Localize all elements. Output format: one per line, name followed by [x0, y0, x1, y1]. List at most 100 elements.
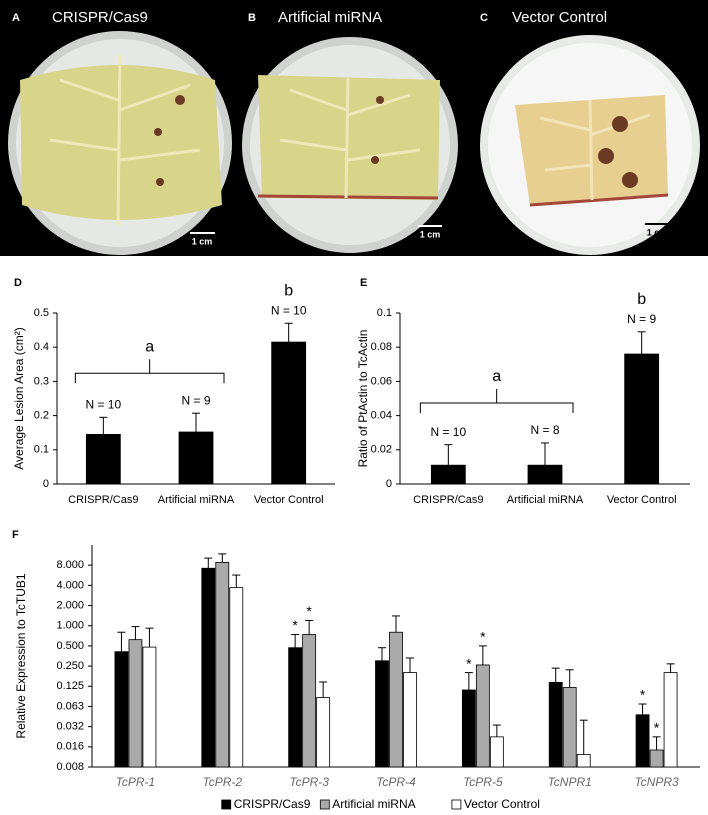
- photo-b: [242, 37, 458, 253]
- y-tick-label: 0: [386, 478, 392, 490]
- group-letter: a: [145, 338, 154, 355]
- vein: [539, 99, 651, 201]
- y-tick-label: 0.063: [56, 700, 84, 712]
- x-tick-label: CRISPR/Cas9: [413, 494, 483, 506]
- y-tick-label: 0.5: [34, 307, 49, 319]
- x-tick-label: CRISPR/Cas9: [68, 494, 138, 506]
- photo-title: Artificial miRNA: [278, 9, 382, 26]
- bar: [649, 749, 664, 768]
- n-label: N = 9: [181, 393, 210, 407]
- y-tick-label: 0: [43, 478, 49, 490]
- legend-swatch: [221, 799, 232, 810]
- bar: [475, 664, 490, 768]
- bracket: [74, 359, 225, 384]
- n-label: N = 8: [530, 423, 559, 437]
- bar: [548, 681, 563, 768]
- y-tick-label: 0.02: [371, 444, 392, 456]
- x-tick-label: TcPR-3: [289, 775, 329, 789]
- bar: [635, 714, 650, 768]
- significance-mark: *: [292, 617, 298, 633]
- photo-title: CRISPR/Cas9: [52, 9, 148, 26]
- x-tick-label: Artificial miRNA: [158, 494, 235, 506]
- photo-a: [8, 31, 232, 255]
- bar: [461, 689, 476, 768]
- panel-letter: E: [360, 277, 367, 289]
- y-tick-label: 0.06: [371, 375, 392, 387]
- x-tick-label: TcPR-5: [463, 775, 503, 789]
- x-tick-label: Vector Control: [254, 494, 324, 506]
- lesion: [598, 148, 614, 164]
- significance-mark: *: [306, 603, 312, 619]
- leaf: [20, 65, 222, 220]
- x-tick-label: TcNPR3: [634, 775, 679, 789]
- legend-label: Vector Control: [464, 797, 540, 811]
- scale-label: 1 cm: [420, 229, 441, 239]
- bracket: [419, 388, 574, 413]
- panel-letter: F: [12, 529, 19, 541]
- y-tick-label: 4.000: [56, 579, 84, 591]
- leaf-edge: [529, 193, 669, 207]
- bar: [430, 464, 466, 485]
- y-tick-label: 8.000: [56, 559, 84, 571]
- group-letter: a: [492, 368, 501, 385]
- bar: [178, 431, 214, 485]
- y-tick-label: 2.000: [56, 599, 84, 611]
- significance-mark: *: [640, 687, 646, 703]
- panel-letter: D: [14, 277, 22, 289]
- n-label: N = 10: [430, 425, 466, 439]
- y-tick-label: 0.04: [371, 410, 392, 422]
- bar: [142, 646, 157, 768]
- leaf-edge: [257, 194, 439, 200]
- scale-label: 1 cm: [192, 236, 213, 246]
- y-tick-label: 0.1: [377, 307, 392, 319]
- photo-title: Vector Control: [512, 9, 607, 26]
- y-tick-label: 0.032: [56, 721, 84, 733]
- x-tick-label: TcPR-4: [376, 775, 416, 789]
- lesion: [154, 128, 162, 136]
- lesion: [612, 116, 628, 132]
- y-tick-label: 1.000: [56, 620, 84, 632]
- bar: [288, 647, 303, 768]
- lesion: [156, 178, 164, 186]
- y-tick-label: 0.3: [34, 375, 49, 387]
- lesion: [175, 95, 185, 105]
- y-tick-label: 0.125: [56, 680, 84, 692]
- y-tick-label: 0.016: [56, 741, 84, 753]
- bar: [624, 353, 660, 485]
- y-axis-label: Relative Expression to TcTUB1: [14, 573, 28, 739]
- bar: [201, 567, 216, 768]
- x-tick-label: TcPR-1: [116, 775, 156, 789]
- bar: [302, 634, 317, 768]
- significance-mark: *: [466, 655, 472, 671]
- bar: [375, 660, 389, 768]
- bar: [85, 434, 121, 485]
- n-label: N = 9: [627, 312, 656, 326]
- bar: [489, 736, 504, 768]
- panel-letter: A: [12, 12, 20, 24]
- bar: [527, 464, 563, 485]
- y-tick-label: 0.500: [56, 640, 84, 652]
- bar: [316, 697, 331, 768]
- significance-mark: *: [480, 629, 486, 645]
- photo-c: [480, 35, 700, 255]
- group-letter: b: [637, 291, 646, 308]
- y-tick-label: 0.1: [34, 444, 49, 456]
- x-tick-label: TcNPR1: [548, 775, 592, 789]
- bar: [663, 672, 678, 768]
- legend-label: Artificial miRNA: [332, 797, 415, 811]
- x-tick-label: Artificial miRNA: [507, 494, 584, 506]
- group-letter: b: [284, 282, 293, 299]
- bar: [128, 639, 143, 768]
- bar: [562, 687, 577, 768]
- significance-mark: *: [654, 720, 660, 736]
- y-tick-label: 0.008: [56, 761, 84, 773]
- y-tick-label: 0.2: [34, 410, 49, 422]
- n-label: N = 10: [271, 303, 307, 317]
- y-tick-label: 0.08: [371, 341, 392, 353]
- legend-swatch: [319, 799, 330, 810]
- n-label: N = 10: [85, 397, 121, 411]
- y-axis-label: Average Lesion Area (cm²): [12, 327, 26, 470]
- bar: [576, 754, 591, 768]
- bar: [229, 587, 244, 768]
